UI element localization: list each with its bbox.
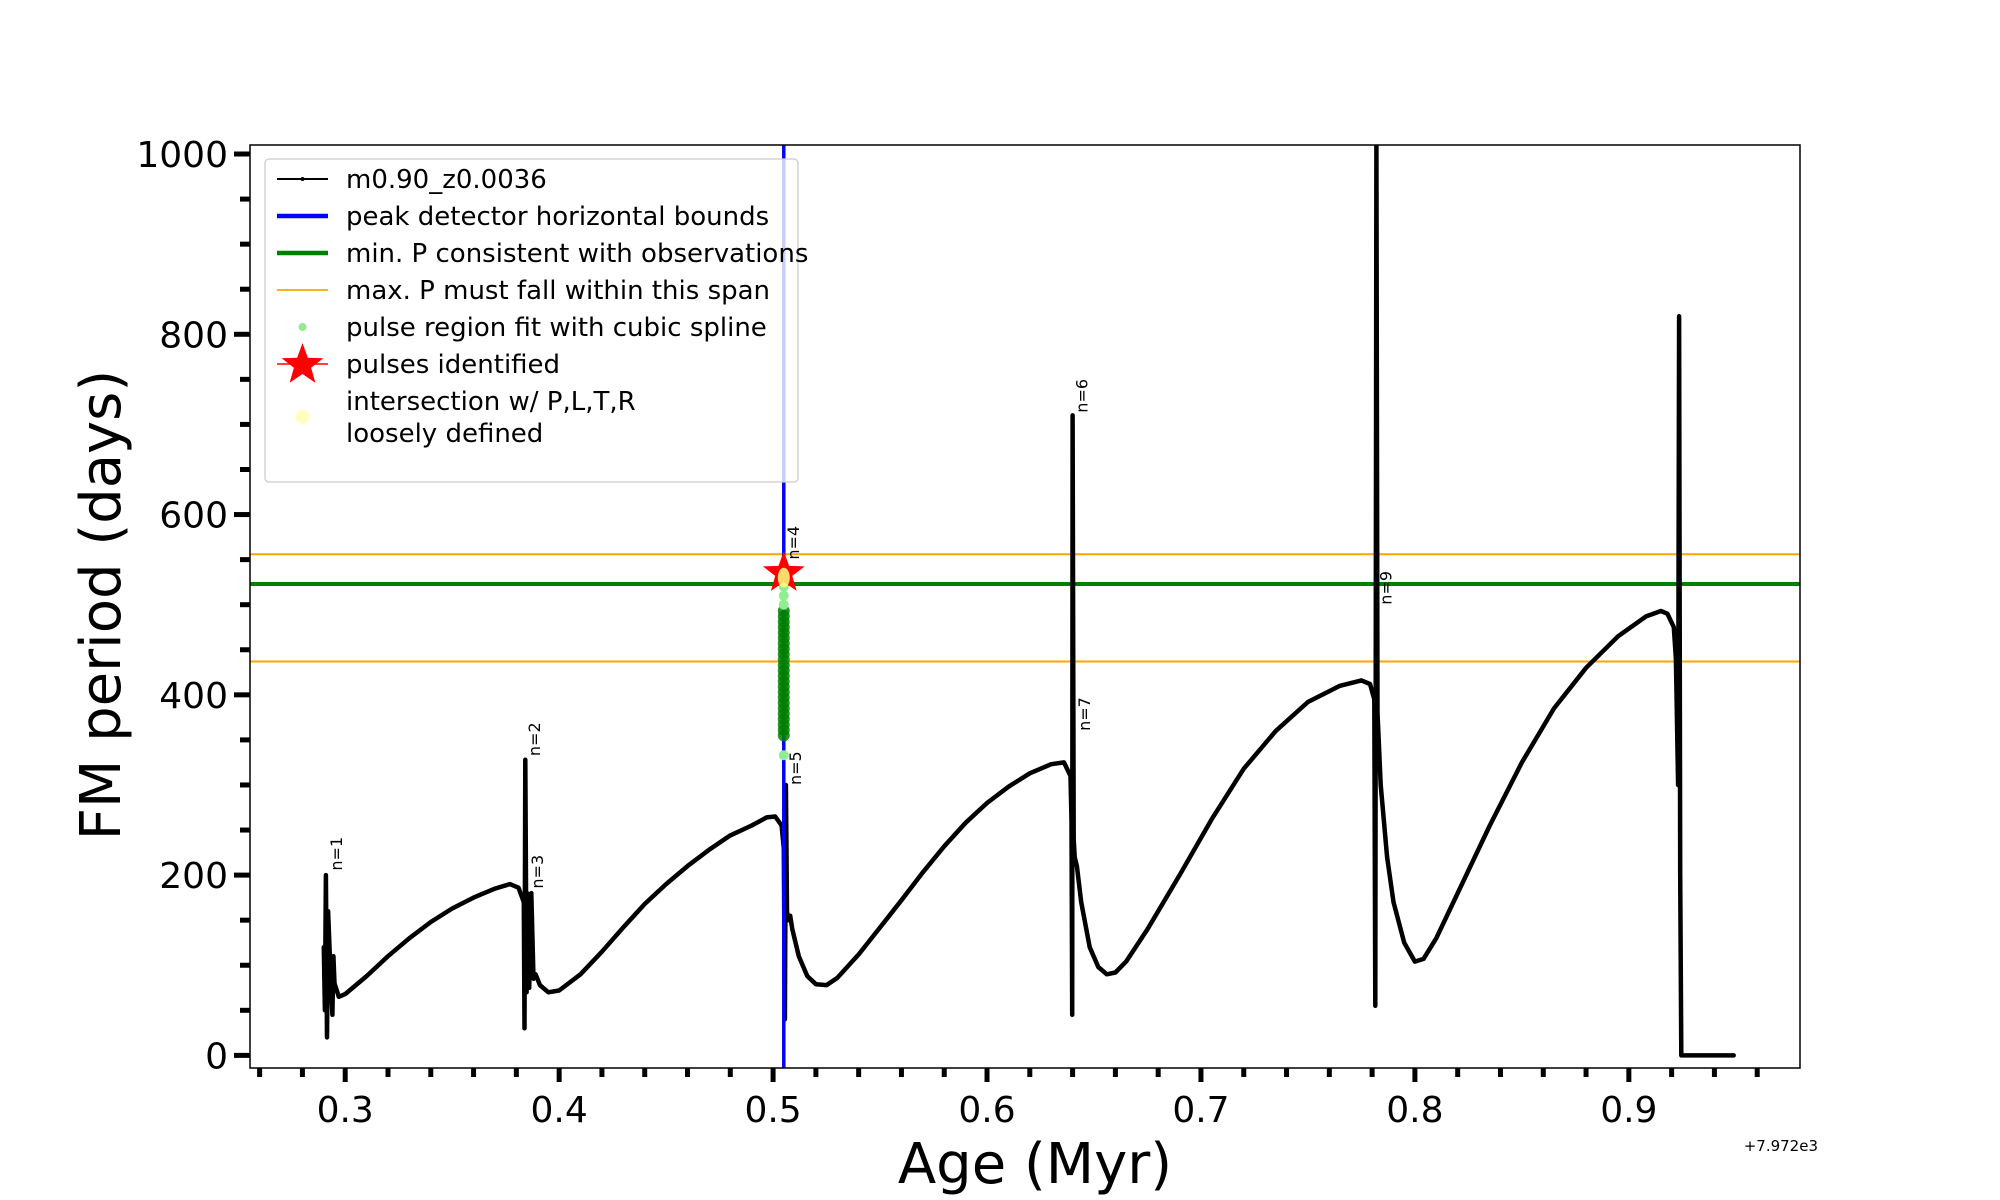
legend-label-line: intersection w/ P,L,T,R <box>346 387 636 417</box>
x-axis-title: Age (Myr) <box>898 1132 1172 1197</box>
y-tick-label: 200 <box>159 856 228 897</box>
y-axis-title: FM period (days) <box>69 370 134 840</box>
plot-frame <box>249 144 1801 1069</box>
pulse-annotation: n=2 <box>525 722 544 756</box>
spline-point <box>778 599 789 610</box>
legend-label: peak detector horizontal bounds <box>346 202 769 232</box>
annotations: n=1 n=2 n=3 n=4 n=5 n=6 n=7 n=9 <box>327 379 1395 889</box>
reference-lines <box>250 553 1800 663</box>
y-tick-label: 0 <box>205 1036 228 1077</box>
legend-marker-icon <box>300 177 305 181</box>
x-tick-label: 0.6 <box>958 1090 1015 1131</box>
intersection-point <box>777 567 790 588</box>
series-line <box>321 145 1736 1058</box>
legend-label: max. P must fall within this span <box>346 276 770 306</box>
legend-box <box>264 158 799 483</box>
x-tick-label: 0.7 <box>1172 1090 1229 1131</box>
x-tick-label: 0.9 <box>1600 1090 1657 1131</box>
spline-point <box>778 750 789 761</box>
y-tick-label: 800 <box>159 315 228 356</box>
legend-label-line: loosely defined <box>346 419 543 449</box>
pulse-annotation: n=6 <box>1073 379 1092 413</box>
spline-point <box>778 590 789 601</box>
pulse-annotation: n=3 <box>528 855 547 889</box>
legend-dot-icon <box>295 410 310 424</box>
legend-star-icon <box>281 343 324 383</box>
x-tick-label: 0.4 <box>531 1090 588 1131</box>
pulse-annotation: n=7 <box>1075 697 1094 731</box>
ticks: 0.3 0.4 0.5 0.6 0.7 0.8 0.9 0 200 400 600 800 1000 <box>136 135 1760 1131</box>
y-tick-label: 600 <box>159 496 228 537</box>
legend-label: pulses identified <box>346 350 560 380</box>
pulse-markers <box>762 551 805 761</box>
legend-label: pulse region fit with cubic spline <box>346 313 767 343</box>
x-tick-label: 0.3 <box>317 1090 374 1131</box>
y-tick-label: 400 <box>159 676 228 717</box>
pulse-annotation: n=5 <box>786 751 805 785</box>
legend-dot-icon <box>298 323 307 331</box>
x-tick-label: 0.5 <box>744 1090 801 1131</box>
x-tick-label: 0.8 <box>1386 1090 1443 1131</box>
legend-label: m0.90_z0.0036 <box>346 165 547 195</box>
pulse-annotation: n=1 <box>327 837 346 871</box>
pulse-annotation: n=4 <box>784 526 803 560</box>
pulse-annotation: n=9 <box>1377 571 1396 605</box>
legend-label: intersection w/ P,L,T,R loosely defined <box>346 387 636 449</box>
x-offset-label: +7.972e3 <box>1744 1137 1818 1155</box>
legend-label: min. P consistent with observations <box>346 239 808 269</box>
y-tick-label: 1000 <box>136 135 228 176</box>
